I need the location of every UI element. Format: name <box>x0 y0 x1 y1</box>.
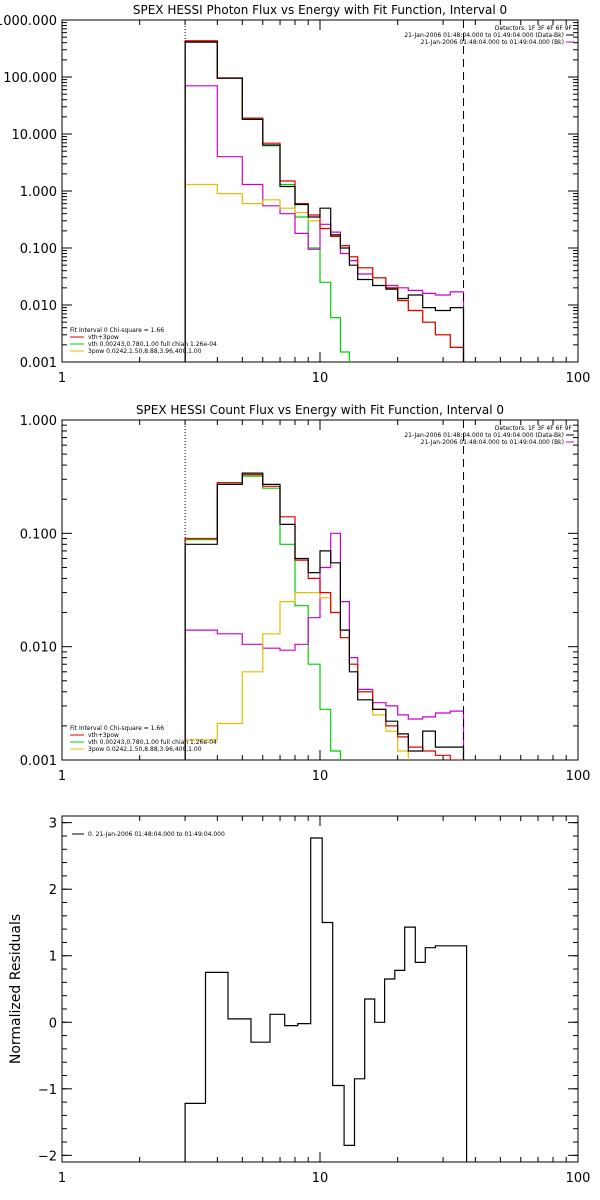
series-line-total <box>184 41 465 362</box>
legend-header: Fit Interval 0 Chi-square = 1.66 <box>70 725 164 732</box>
legend-top-entry: 21-Jan-2006 01:48:04.000 to 01:49:04.000… <box>421 39 564 46</box>
chart-panel-3: 1 10 100 −2 −1 0 1 2 3 Normalized Residuals 0. 21-… <box>8 815 591 1186</box>
series-line-powerlaw <box>184 183 465 362</box>
legend-entry: 3pow 0.0242,1.50,8.88,3.96,400,1.00 <box>88 746 202 753</box>
series-line-powerlaw <box>184 592 409 760</box>
y-tick-label: 0.100 <box>20 527 57 542</box>
x-tick-label: 1 <box>58 371 66 386</box>
y-tick-label: 1.000 <box>20 185 57 200</box>
y-tick-label: 3 <box>49 817 57 832</box>
legend-top-entry: 21-Jan-2006 01:48:04.000 to 01:49:04.000… <box>404 32 564 39</box>
legend-bottom: Fit Interval 0 Chi-square = 1.66vth+3pow… <box>70 327 217 355</box>
y-axis: 0.001 0.010 0.100 1.000 <box>20 414 578 769</box>
legend-entry: 3pow 0.0242,1.50,8.88,3.96,400,1.00 <box>88 348 202 355</box>
series-line-fit_total <box>184 40 465 362</box>
chart-panel-1: SPEX HESSI Photon Flux vs Energy with Fi… <box>0 3 590 386</box>
x-tick-label: 1 <box>58 769 66 784</box>
y-axis-label: Normalized Residuals <box>8 914 24 1064</box>
x-tick-label: 100 <box>566 371 591 386</box>
legend-top-entry: Detectors: 1F 3F 4F 6F 9F <box>495 25 573 32</box>
legend-bottom: Fit Interval 0 Chi-square = 1.66vth+3pow… <box>70 725 217 753</box>
series-group <box>184 40 465 362</box>
y-tick-label: 0.010 <box>20 299 57 314</box>
y-tick-label: 0.001 <box>20 754 57 769</box>
y-tick-label: −1 <box>38 1083 57 1098</box>
legend-entry: vth+3pow <box>88 334 119 341</box>
plot-frame <box>61 19 579 363</box>
series-group <box>184 837 468 1162</box>
series-line-vth <box>184 40 350 362</box>
legend-entry: vth 0.00243,0.780,1.00 full chian 1.26e-… <box>88 341 217 348</box>
legend-top-entry: Detectors: 1F 3F 4F 6F 9F <box>495 425 573 432</box>
y-tick-label: 2 <box>49 883 57 898</box>
series-group <box>184 472 465 760</box>
x-axis: 1 10 100 <box>58 816 591 1186</box>
y-axis: 0.001 0.010 0.100 1.000 10.000 100.000 1000.00… <box>0 14 578 371</box>
chart-title: SPEX HESSI Photon Flux vs Energy with Fi… <box>133 3 507 17</box>
y-tick-label: −2 <box>38 1149 57 1164</box>
x-tick-label: 100 <box>566 1171 591 1186</box>
y-tick-label: 100.000 <box>3 71 57 86</box>
x-tick-label: 1 <box>58 1171 66 1186</box>
y-tick-label: 0.010 <box>20 641 57 656</box>
y-tick-label: 0 <box>49 1016 57 1031</box>
x-tick-label: 10 <box>312 1171 329 1186</box>
legend-top-entry: 21-Jan-2006 01:48:04.000 to 01:49:04.000… <box>421 439 564 446</box>
legend-top-entry: 21-Jan-2006 01:48:04.000 to 01:49:04.000… <box>404 432 564 439</box>
y-tick-label: 10.000 <box>12 128 58 143</box>
x-axis: 1 10 100 <box>58 20 591 386</box>
y-tick-label: 0.001 <box>20 356 57 371</box>
plot-frame <box>61 815 579 1163</box>
y-tick-label: 1.000 <box>20 414 57 429</box>
legend-entry: vth+3pow <box>88 732 119 739</box>
y-tick-label: 0.100 <box>20 242 57 257</box>
series-line-total <box>184 472 465 760</box>
legend-entry: vth 0.00243,0.780,1.00 full chian 1.26e-… <box>88 739 217 746</box>
x-tick-label: 10 <box>312 371 329 386</box>
y-axis: −2 −1 0 1 2 3 <box>38 817 578 1164</box>
series-line-data_bk <box>184 532 465 760</box>
series-line-vth <box>184 475 341 760</box>
y-tick-label: 1000.000 <box>0 14 57 29</box>
series-line-data_bk <box>184 85 465 362</box>
x-tick-label: 10 <box>312 769 329 784</box>
x-axis: 1 10 100 <box>58 420 591 784</box>
chart-title: SPEX HESSI Count Flux vs Energy with Fit… <box>136 403 504 417</box>
legend-residuals: 0. 21-Jan-2006 01:48:04.000 to 01:49:04.… <box>72 831 225 838</box>
legend-header: Fit Interval 0 Chi-square = 1.66 <box>70 327 164 334</box>
x-tick-label: 100 <box>566 769 591 784</box>
series-line-total <box>184 837 468 1162</box>
legend-entry: 0. 21-Jan-2006 01:48:04.000 to 01:49:04.… <box>88 831 225 838</box>
chart-panel-2: SPEX HESSI Count Flux vs Energy with Fit… <box>20 403 591 784</box>
y-tick-label: 1 <box>49 950 57 965</box>
